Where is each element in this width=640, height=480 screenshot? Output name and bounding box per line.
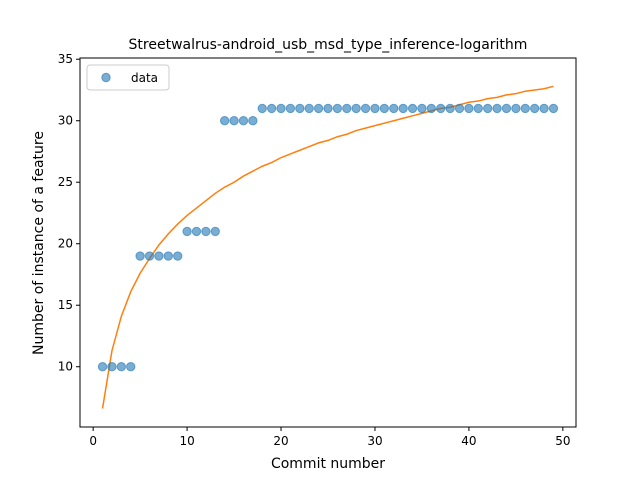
data-point bbox=[304, 103, 314, 114]
data-point bbox=[126, 362, 136, 372]
data-point bbox=[266, 103, 277, 114]
x-tick-label: 30 bbox=[367, 434, 382, 448]
data-point bbox=[436, 103, 446, 114]
y-tick-label: 35 bbox=[58, 52, 73, 66]
data-point bbox=[398, 103, 408, 114]
data-point bbox=[342, 103, 352, 114]
data-point bbox=[332, 103, 343, 114]
data-point bbox=[219, 116, 230, 126]
x-tick-label: 50 bbox=[555, 434, 570, 448]
y-tick-label: 30 bbox=[58, 114, 73, 128]
x-axis-label: Commit number bbox=[271, 456, 385, 472]
data-point bbox=[229, 116, 239, 126]
x-tick-label: 40 bbox=[461, 434, 476, 448]
data-point bbox=[483, 103, 493, 114]
data-point bbox=[276, 103, 286, 114]
data-point bbox=[295, 103, 305, 114]
data-point bbox=[173, 251, 183, 261]
data-point bbox=[313, 103, 324, 114]
x-tick-label: 0 bbox=[89, 434, 97, 448]
data-point bbox=[389, 103, 399, 114]
y-tick-label: 10 bbox=[58, 360, 73, 374]
legend-label: data bbox=[131, 71, 158, 85]
data-point bbox=[426, 103, 437, 114]
data-point bbox=[370, 103, 380, 114]
data-point bbox=[473, 103, 483, 114]
data-point bbox=[548, 103, 559, 114]
data-point bbox=[201, 226, 211, 237]
plot-area: 0 10 20 30 40 50 10 15 20 25 30 35 data bbox=[58, 52, 577, 448]
data-point bbox=[163, 251, 174, 261]
data-point bbox=[417, 103, 427, 114]
data-point bbox=[97, 362, 108, 372]
data-point bbox=[492, 103, 502, 114]
legend-box bbox=[86, 64, 170, 91]
chart-title: Streetwalrus-android_usb_msd_type_infere… bbox=[129, 37, 528, 53]
axes-frame bbox=[79, 57, 577, 428]
data-point bbox=[182, 226, 192, 237]
data-point bbox=[539, 103, 549, 114]
data-point bbox=[511, 103, 521, 114]
y-tick-label: 25 bbox=[58, 175, 73, 189]
data-point bbox=[191, 226, 202, 237]
data-point bbox=[351, 103, 361, 114]
x-tick-label: 10 bbox=[179, 434, 194, 448]
data-point bbox=[107, 362, 117, 372]
data-point bbox=[154, 251, 164, 261]
data-point bbox=[323, 103, 333, 114]
y-tick-label: 15 bbox=[58, 298, 73, 312]
data-point bbox=[144, 251, 155, 261]
legend-marker bbox=[101, 72, 111, 83]
data-point bbox=[454, 103, 465, 114]
data-point bbox=[210, 226, 220, 237]
data-point bbox=[529, 103, 540, 114]
data-point bbox=[257, 103, 267, 114]
y-tick-label: 20 bbox=[58, 237, 73, 251]
data-point bbox=[135, 251, 145, 261]
data-point bbox=[238, 116, 249, 126]
x-tick-label: 20 bbox=[273, 434, 288, 448]
data-point bbox=[116, 362, 127, 372]
data-point bbox=[360, 103, 371, 114]
data-point bbox=[379, 103, 390, 114]
data-point bbox=[445, 103, 455, 114]
data-point bbox=[407, 103, 418, 114]
y-axis-label: Number of instance of a feature bbox=[31, 131, 47, 355]
data-point bbox=[501, 103, 512, 114]
data-point bbox=[248, 116, 258, 126]
fit-line bbox=[101, 85, 554, 409]
data-point bbox=[285, 103, 296, 114]
data-point bbox=[520, 103, 530, 114]
data-point bbox=[464, 103, 474, 114]
